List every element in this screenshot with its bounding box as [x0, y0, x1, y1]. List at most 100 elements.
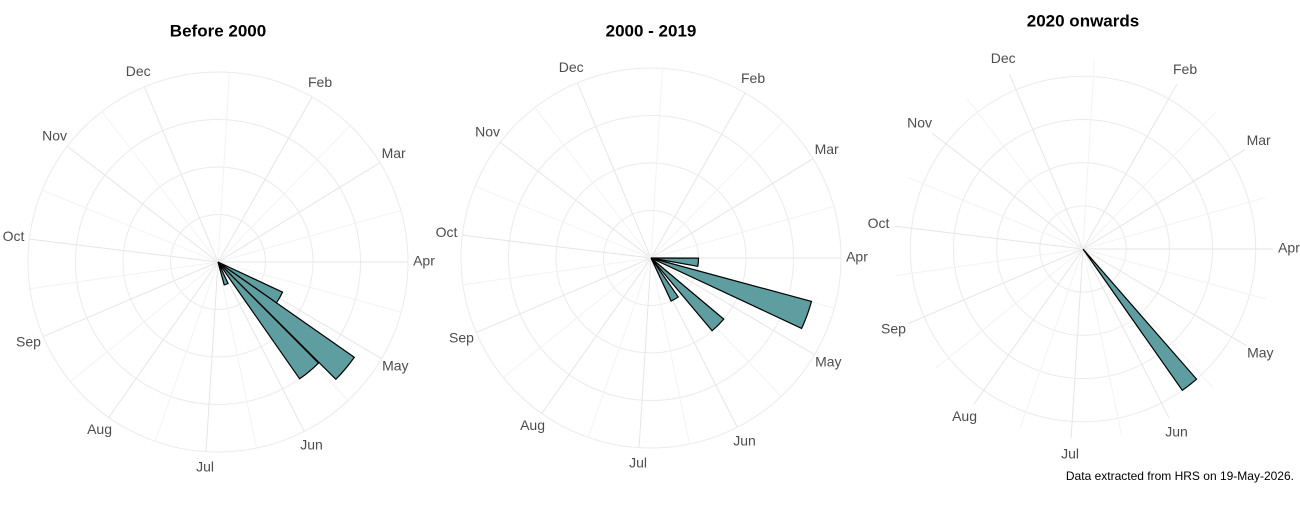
grid-spoke — [476, 257, 652, 334]
caption: Data extracted from HRS on 19-May-2026. — [1066, 469, 1294, 483]
bar — [650, 257, 813, 330]
minor-spoke — [41, 189, 219, 263]
minor-spoke — [70, 261, 219, 382]
minor-spoke — [534, 107, 652, 259]
minor-spoke — [650, 205, 835, 259]
bar — [217, 261, 229, 286]
x-tick-label: Jun — [733, 432, 756, 448]
grid-spoke — [1070, 248, 1084, 439]
grid-spoke — [1082, 248, 1247, 347]
x-tick-label: Jul — [1061, 445, 1079, 461]
x-tick-label: Dec — [991, 50, 1016, 66]
x-tick-label: Apr — [413, 253, 435, 269]
x-tick-label: Dec — [559, 59, 584, 75]
chart-title: 2000 - 2019 — [606, 21, 697, 40]
minor-spoke — [1019, 248, 1084, 429]
x-tick-label: Feb — [1173, 61, 1197, 77]
minor-spoke — [906, 176, 1084, 250]
minor-spoke — [217, 209, 402, 263]
x-tick-label: Sep — [16, 334, 41, 350]
bar — [217, 261, 320, 380]
grid-spoke — [894, 225, 1084, 250]
chart-title: Before 2000 — [170, 21, 266, 40]
x-tick-label: Nov — [42, 127, 67, 143]
minor-spoke — [217, 125, 351, 263]
grid-spoke — [43, 261, 219, 338]
minor-spoke — [462, 257, 652, 286]
grid-spoke — [650, 257, 815, 356]
grid-spoke — [1082, 83, 1178, 250]
x-tick-label: Jul — [629, 454, 647, 470]
minor-spoke — [217, 72, 230, 263]
minor-spoke — [1082, 248, 1267, 300]
minor-spoke — [503, 257, 652, 378]
x-tick-label: Feb — [308, 74, 332, 90]
minor-spoke — [474, 185, 652, 259]
grid-spoke — [638, 257, 652, 448]
x-tick-label: Jun — [1165, 423, 1188, 439]
x-tick-label: Mar — [1247, 132, 1271, 148]
grid-spoke — [1082, 149, 1246, 250]
grid-spoke — [541, 257, 652, 414]
bar — [1082, 248, 1198, 392]
x-tick-label: Sep — [881, 321, 906, 337]
grid-spoke — [205, 261, 219, 452]
x-tick-label: Mar — [815, 141, 839, 157]
minor-spoke — [217, 261, 258, 449]
minor-spoke — [101, 111, 219, 263]
minor-spoke — [935, 248, 1084, 369]
x-tick-label: Dec — [126, 63, 151, 79]
x-tick-label: Jul — [196, 458, 214, 474]
minor-spoke — [894, 248, 1084, 277]
minor-spoke — [966, 98, 1084, 250]
minor-spoke — [650, 257, 691, 445]
grid-spoke — [462, 234, 652, 259]
grid-spoke — [908, 248, 1084, 325]
grid-spoke — [576, 82, 652, 259]
minor-spoke — [1082, 59, 1095, 250]
grid-spoke — [650, 92, 746, 259]
x-tick-label: Apr — [846, 249, 868, 265]
x-tick-label: Nov — [475, 123, 500, 139]
x-tick-label: Aug — [952, 408, 977, 424]
minor-spoke — [650, 121, 784, 259]
grid-spoke — [973, 248, 1084, 405]
bar — [650, 257, 680, 302]
x-tick-label: Jun — [300, 436, 323, 452]
grid-spoke — [29, 238, 219, 263]
bar — [650, 257, 725, 332]
grid-spoke — [143, 86, 219, 263]
x-tick-label: May — [815, 354, 841, 370]
minor-spoke — [1082, 248, 1123, 436]
minor-spoke — [587, 257, 652, 438]
grid-spoke — [499, 141, 652, 259]
chart-title: 2020 onwards — [1027, 11, 1139, 30]
x-tick-label: Apr — [1278, 240, 1300, 256]
grid-spoke — [931, 132, 1084, 250]
x-tick-label: Nov — [907, 114, 932, 130]
bar — [217, 261, 356, 381]
minor-spoke — [217, 261, 402, 313]
x-tick-label: Aug — [87, 421, 112, 437]
x-tick-label: Oct — [3, 228, 25, 244]
x-tick-label: Mar — [382, 145, 406, 161]
grid-spoke — [217, 162, 381, 263]
x-tick-label: Oct — [436, 224, 458, 240]
minor-spoke — [650, 68, 663, 259]
minor-spoke — [1082, 112, 1216, 250]
x-tick-label: Sep — [449, 330, 474, 346]
x-tick-label: Oct — [868, 215, 890, 231]
grid-spoke — [650, 158, 814, 259]
x-tick-label: May — [1247, 345, 1273, 361]
grid-spoke — [1008, 73, 1084, 250]
x-tick-label: Feb — [741, 70, 765, 86]
grid-spoke — [217, 261, 305, 432]
grid-spoke — [66, 145, 219, 263]
grid-spoke — [108, 261, 219, 418]
minor-spoke — [29, 261, 219, 290]
bar — [650, 257, 700, 267]
grid-spoke — [217, 96, 313, 263]
grid-spoke — [1082, 248, 1170, 419]
x-tick-label: Aug — [520, 417, 545, 433]
